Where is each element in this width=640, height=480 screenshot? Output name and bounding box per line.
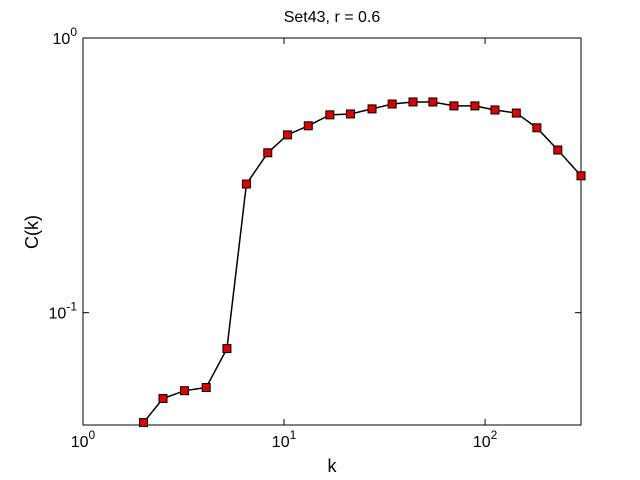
point-marker [241,179,251,189]
y-axis-label: C(k) [22,215,42,249]
point-marker [449,101,459,111]
point-marker [428,97,438,107]
point-marker [263,148,273,158]
point-marker [345,109,355,119]
point-marker [387,99,397,109]
point-marker [408,97,418,107]
point-marker [325,110,335,120]
point-marker [470,101,480,111]
series-line [142,101,582,424]
point-marker [303,121,313,131]
point-marker [553,145,563,155]
point-marker [511,108,521,118]
point-marker [139,418,149,428]
plot-frame [82,37,582,426]
point-marker [490,105,500,115]
x-axis-label: k [328,456,338,476]
point-marker [532,123,542,133]
point-marker [282,130,292,140]
point-marker [576,171,586,181]
point-marker [367,104,377,114]
point-marker [222,344,232,354]
point-marker [180,386,190,396]
point-marker [158,394,168,404]
point-marker [201,383,211,393]
chart-title: Set43, r = 0.6 [284,9,381,26]
